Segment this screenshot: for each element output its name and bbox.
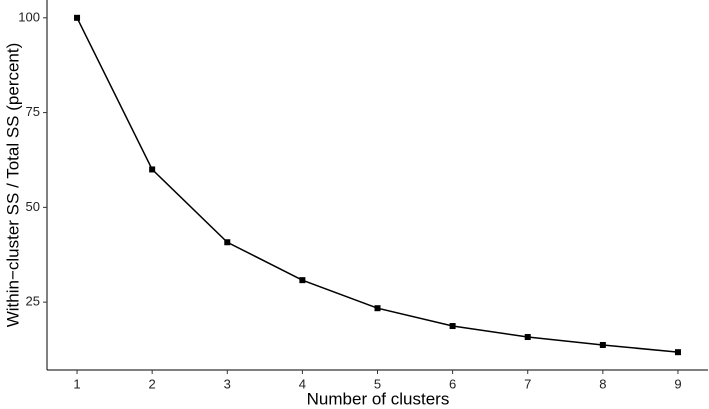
- y-tick-label: 50: [26, 199, 40, 214]
- x-axis-title: Number of clusters: [307, 389, 450, 408]
- x-tick-label: 4: [299, 376, 306, 391]
- x-tick-label: 5: [374, 376, 381, 391]
- point: [299, 277, 306, 284]
- point: [674, 349, 681, 356]
- y-tick-label: 25: [26, 294, 40, 309]
- point: [449, 323, 456, 330]
- x-tick-label: 2: [149, 376, 156, 391]
- point: [374, 305, 381, 312]
- x-tick-label: 1: [73, 376, 80, 391]
- y-tick-label: 100: [18, 9, 40, 24]
- y-axis-title: Within−cluster SS / Total SS (percent): [3, 43, 22, 328]
- point: [224, 239, 231, 246]
- point: [599, 341, 606, 348]
- x-tick-label: 8: [599, 376, 606, 391]
- y-tick-label: 75: [26, 104, 40, 119]
- line: [76, 17, 679, 353]
- point: [524, 334, 531, 341]
- x-tick-label: 6: [449, 376, 456, 391]
- x-tick-label: 9: [674, 376, 681, 391]
- point: [74, 14, 81, 21]
- point: [149, 166, 156, 173]
- x-tick-label: 3: [224, 376, 231, 391]
- x-tick-label: 7: [524, 376, 531, 391]
